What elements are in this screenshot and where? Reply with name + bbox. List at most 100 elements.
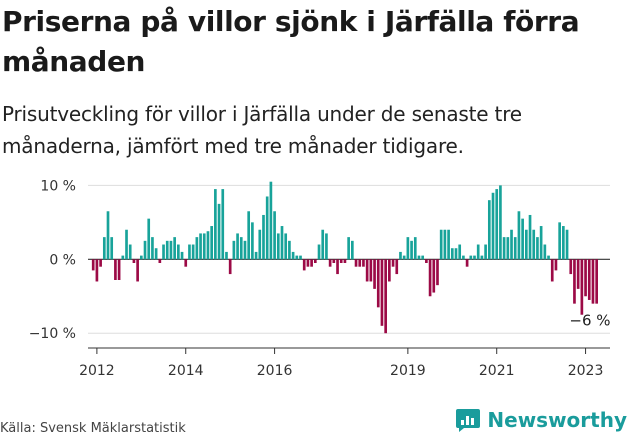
bar — [99, 259, 102, 267]
y-tick-label: 0 % — [49, 252, 76, 268]
bar — [221, 189, 225, 260]
bar — [269, 181, 273, 260]
bar — [380, 259, 384, 326]
bar — [562, 226, 565, 260]
bar — [528, 214, 532, 260]
bar — [573, 259, 576, 304]
bar — [191, 244, 195, 260]
bar — [317, 244, 321, 260]
bar — [110, 237, 114, 260]
bar — [188, 244, 191, 260]
bar — [328, 259, 332, 267]
y-tick-label: 10 % — [40, 178, 76, 194]
bar — [291, 251, 295, 260]
newsworthy-logo-icon — [456, 409, 481, 432]
bar — [465, 259, 469, 267]
bar — [388, 259, 391, 282]
bar — [280, 226, 284, 260]
bars — [91, 181, 598, 334]
bar — [228, 259, 232, 275]
bar — [295, 255, 299, 260]
bar — [165, 240, 169, 260]
bar — [288, 240, 291, 260]
bar — [147, 218, 151, 260]
bar — [506, 237, 510, 260]
bar — [302, 259, 306, 271]
source-note: Källa: Svensk Mäklarstatistik — [0, 421, 186, 436]
bar — [128, 244, 132, 260]
bar — [365, 259, 369, 282]
bar — [406, 237, 410, 260]
bar — [491, 192, 495, 260]
bar — [125, 229, 128, 260]
y-tick-label: −10 % — [29, 326, 76, 342]
bar-chart: 10 % 0 % −10 % 2012 2014 2016 2019 2021 2023 −6… — [29, 178, 611, 379]
bar — [525, 229, 528, 260]
bar — [384, 259, 387, 334]
bar — [347, 237, 350, 260]
bar — [151, 237, 154, 260]
bar — [369, 259, 373, 282]
bar — [539, 226, 543, 260]
bar — [95, 259, 99, 282]
bar — [339, 259, 343, 263]
bar — [487, 200, 491, 260]
bar — [421, 255, 425, 260]
bar — [214, 189, 217, 260]
bar — [102, 237, 106, 260]
bar — [180, 251, 184, 260]
bar — [439, 229, 443, 260]
bar — [558, 222, 561, 260]
bar — [413, 237, 417, 260]
bar — [132, 259, 136, 263]
bar — [587, 259, 591, 300]
bar — [391, 259, 395, 267]
bar — [258, 229, 262, 260]
bar — [154, 248, 158, 260]
bar — [513, 237, 517, 260]
bar — [499, 185, 502, 260]
bar — [354, 259, 358, 267]
bar — [136, 259, 139, 282]
bar — [195, 237, 199, 260]
bar — [284, 233, 288, 260]
bar — [121, 255, 125, 260]
bar — [554, 259, 558, 271]
bar — [576, 259, 580, 289]
bar — [173, 237, 176, 260]
x-tick-label: 2019 — [390, 363, 426, 379]
bar — [425, 259, 428, 263]
bar — [206, 231, 210, 260]
bar — [199, 233, 202, 260]
bar — [202, 233, 206, 260]
bar — [239, 237, 243, 260]
bar — [351, 240, 354, 260]
bar — [265, 196, 269, 260]
bar — [247, 211, 251, 260]
bar — [547, 255, 550, 260]
bar — [521, 218, 524, 260]
bar — [543, 244, 547, 260]
x-tick-label: 2016 — [257, 363, 293, 379]
bar — [376, 259, 380, 308]
bar — [158, 259, 162, 263]
bar — [343, 259, 347, 263]
bar — [480, 255, 484, 260]
bar — [484, 244, 487, 260]
bar — [402, 255, 406, 260]
bar — [569, 259, 573, 275]
bar — [417, 255, 421, 260]
bar — [469, 255, 473, 260]
bar — [177, 244, 180, 260]
bar — [502, 237, 506, 260]
x-axis: 2012 2014 2016 2019 2021 2023 — [79, 347, 610, 379]
bar — [162, 244, 165, 260]
bar — [399, 251, 402, 260]
bar — [454, 248, 458, 260]
brand-name: Newsworthy — [487, 408, 627, 432]
brand-logo: Newsworthy — [455, 407, 627, 433]
bar — [310, 259, 313, 267]
x-tick-label: 2014 — [168, 363, 204, 379]
bar — [362, 259, 365, 267]
bar — [114, 259, 117, 280]
